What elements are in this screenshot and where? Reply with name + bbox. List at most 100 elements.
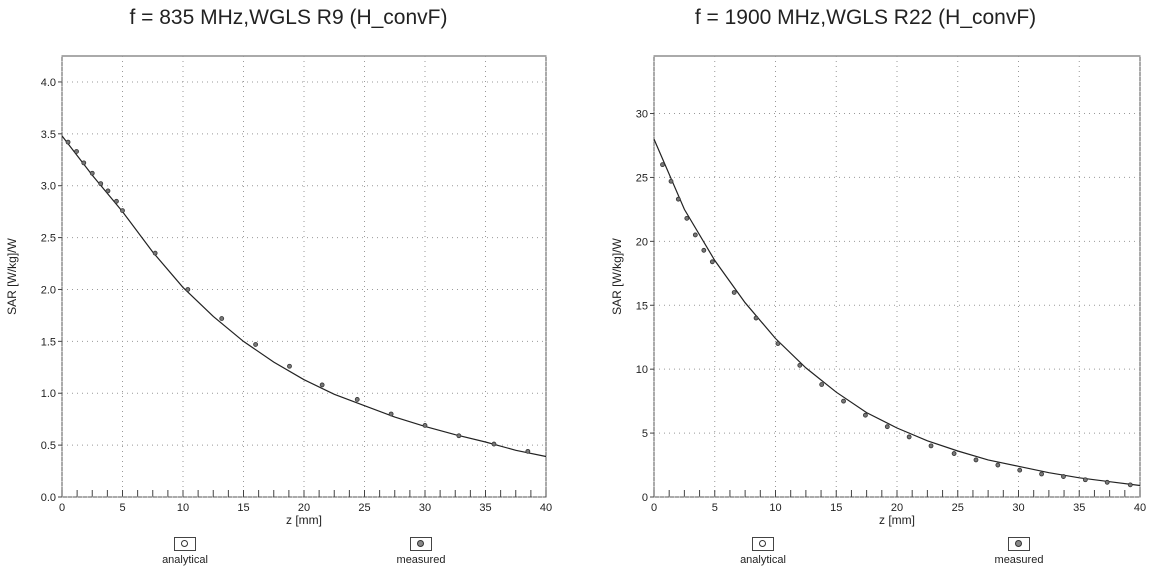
data-point-measured xyxy=(884,424,890,430)
x-tick-label: 40 xyxy=(540,502,552,514)
chart-panel-1900: f = 1900 MHz,WGLS R22 (H_convF) 0 5 10 15 20… xyxy=(577,0,1154,574)
legend-analytical-1900: analytical xyxy=(713,537,813,566)
y-tick-label: 5 xyxy=(642,428,648,440)
x-tick-label: 35 xyxy=(479,502,491,514)
data-point-measured xyxy=(98,181,104,187)
y-tick-label: 0 xyxy=(642,492,648,504)
x-tick-label: 25 xyxy=(952,502,964,514)
y-tick-label: 30 xyxy=(636,109,648,121)
data-point-measured xyxy=(491,441,497,447)
x-tick-label: 20 xyxy=(298,502,310,514)
x-tick-label: 25 xyxy=(358,502,370,514)
data-point-measured xyxy=(81,160,87,166)
legend-analytical-835: analytical xyxy=(135,537,235,566)
x-tick-label: 15 xyxy=(830,502,842,514)
y-tick-label: 4.0 xyxy=(41,77,56,89)
data-point-measured xyxy=(105,188,111,194)
data-point-measured xyxy=(841,398,846,404)
legend-measured-1900: measured xyxy=(969,537,1069,566)
legend-marker-open-icon xyxy=(174,537,196,551)
data-point-measured xyxy=(973,457,979,463)
y-tick-label: 0.5 xyxy=(41,440,56,452)
y-tick-label: 10 xyxy=(636,364,648,376)
data-point-measured xyxy=(120,208,125,214)
x-axis-title: z [mm] xyxy=(286,513,322,527)
data-point-measured xyxy=(995,462,1001,468)
data-point-measured xyxy=(114,198,119,204)
legend-label-measured: measured xyxy=(396,554,446,566)
data-point-measured xyxy=(668,178,674,184)
y-tick-label: 0.0 xyxy=(41,492,56,504)
data-point-measured xyxy=(928,443,934,449)
series-line-analytical xyxy=(61,135,547,458)
data-point-measured xyxy=(819,382,825,387)
data-point-measured xyxy=(319,382,325,388)
data-point-measured xyxy=(675,196,681,202)
legend-marker-open-icon xyxy=(752,537,774,551)
y-axis-title: SAR [W/kg]/W xyxy=(610,237,624,314)
y-tick-label: 15 xyxy=(636,300,648,312)
data-point-measured xyxy=(692,232,698,238)
y-tick-label: 25 xyxy=(636,172,648,184)
data-point-measured xyxy=(185,287,191,292)
x-tick-label: 0 xyxy=(651,502,657,514)
series-line-analytical xyxy=(653,138,1141,487)
legend-measured-835: measured xyxy=(371,537,471,566)
x-tick-label: 30 xyxy=(419,502,431,514)
legend-label-analytical: analytical xyxy=(162,554,208,566)
data-point-measured xyxy=(701,247,707,253)
chart-title-1900: f = 1900 MHz,WGLS R22 (H_convF) xyxy=(694,6,1037,29)
data-point-measured xyxy=(660,162,665,168)
legend-label-measured: measured xyxy=(994,554,1044,566)
data-point-measured xyxy=(1061,474,1066,479)
chart-plot-1900: 0 5 10 15 20 25 30 35 40 0 5 10 15 20 25 30 z [mm] SAR [W… xyxy=(610,55,1146,527)
data-point-measured xyxy=(152,250,158,256)
data-point-measured xyxy=(74,149,79,154)
y-tick-label: 3.5 xyxy=(41,129,56,141)
y-tick-label: 1.0 xyxy=(41,388,56,400)
x-tick-label: 10 xyxy=(177,502,189,514)
data-point-measured xyxy=(89,170,95,176)
chart-plot-835: 0 5 10 15 20 25 30 35 40 0.0 0.5 1.0 1.5 2.0 2.5 3.0 3.5… xyxy=(5,55,552,527)
y-axis-title: SAR [W/kg]/W xyxy=(5,237,19,314)
chart-title-835: f = 835 MHz,WGLS R9 (H_convF) xyxy=(129,6,448,29)
data-point-measured xyxy=(1039,471,1044,477)
x-tick-label: 10 xyxy=(769,502,781,514)
y-tick-label: 20 xyxy=(636,236,648,248)
data-point-measured xyxy=(906,434,912,440)
data-point-measured xyxy=(1082,477,1088,483)
data-point-measured xyxy=(525,448,531,454)
data-point-measured xyxy=(219,316,225,321)
x-tick-label: 35 xyxy=(1073,502,1085,514)
legend-label-analytical: analytical xyxy=(740,554,786,566)
data-point-measured xyxy=(456,433,462,439)
x-tick-label: 20 xyxy=(891,502,903,514)
y-tick-label: 2.0 xyxy=(41,284,56,296)
data-point-measured xyxy=(775,341,781,347)
x-tick-label: 5 xyxy=(712,502,718,514)
data-point-measured xyxy=(709,259,715,265)
data-point-measured xyxy=(684,215,690,221)
data-point-measured xyxy=(1104,479,1110,485)
data-point-measured xyxy=(388,411,394,417)
data-point-measured xyxy=(1017,467,1023,473)
data-point-measured xyxy=(753,315,759,321)
legend-marker-filled-icon xyxy=(1008,537,1030,551)
data-point-measured xyxy=(287,363,292,369)
x-tick-label: 30 xyxy=(1012,502,1024,514)
y-tick-label: 2.5 xyxy=(41,233,56,245)
data-point-measured xyxy=(253,342,259,347)
legend-marker-filled-icon xyxy=(410,537,432,551)
data-point-measured xyxy=(1127,482,1133,488)
data-point-measured xyxy=(422,423,428,428)
data-point-measured xyxy=(731,290,737,295)
y-tick-label: 3.0 xyxy=(41,181,56,193)
data-point-measured xyxy=(797,362,803,368)
y-tick-label: 1.5 xyxy=(41,336,56,348)
data-point-measured xyxy=(951,451,957,456)
x-tick-label: 5 xyxy=(119,502,125,514)
x-tick-label: 15 xyxy=(237,502,249,514)
chart-panel-835: f = 835 MHz,WGLS R9 (H_convF) 0 5 10 15 20 25… xyxy=(5,6,552,566)
data-point-measured xyxy=(863,412,868,418)
data-point-measured xyxy=(354,397,360,402)
